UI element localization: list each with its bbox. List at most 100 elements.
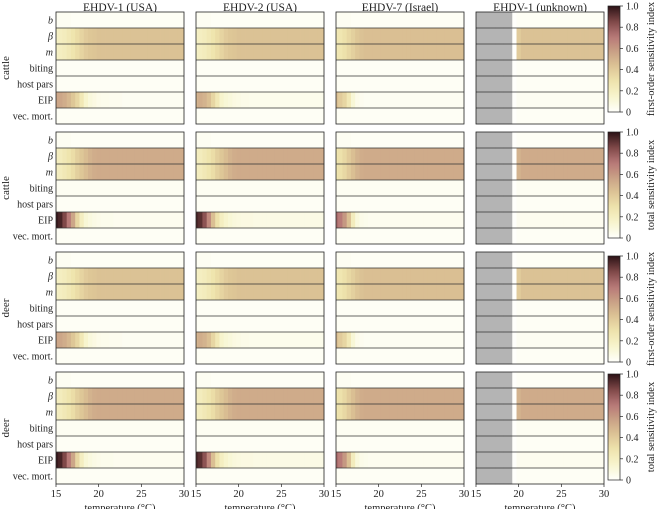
heatmap-cell: [88, 164, 93, 181]
heatmap-cell: [597, 28, 603, 45]
heatmap-cell: [512, 148, 517, 165]
heatmap-cell: [147, 212, 153, 229]
heatmap-cell: [389, 108, 394, 125]
heatmap-cell: [490, 452, 496, 469]
heatmap-cell: [419, 420, 424, 437]
heatmap-cell: [537, 404, 543, 421]
heatmap-cell: [283, 332, 289, 349]
heatmap-cell: [181, 108, 185, 125]
heatmap-cell: [336, 44, 339, 61]
x-tick-label: 20: [373, 489, 384, 500]
heatmap-cell: [279, 316, 284, 333]
parameter-label: b: [48, 16, 53, 27]
heatmap-cell: [355, 228, 360, 245]
heatmap-cell: [338, 252, 343, 269]
heatmap-cell: [134, 12, 140, 29]
heatmap-cell: [584, 92, 590, 109]
heatmap-cell: [92, 92, 97, 109]
heatmap-cell: [406, 196, 412, 213]
heatmap-cell: [457, 60, 463, 77]
heatmap-cell: [495, 28, 500, 45]
heatmap-cell: [117, 148, 123, 165]
heatmap-cell: [79, 28, 85, 45]
heatmap-cell: [56, 92, 59, 109]
heatmap-cell: [232, 332, 237, 349]
heatmap-cell: [457, 212, 463, 229]
heatmap-cell: [75, 164, 80, 181]
heatmap-cell: [529, 28, 534, 45]
heatmap-cell: [363, 300, 369, 317]
heatmap-cell: [363, 148, 369, 165]
x-tick-label: 15: [331, 489, 342, 500]
heatmap-cell: [160, 332, 166, 349]
heatmap-cell: [423, 436, 429, 453]
heatmap-cell: [563, 148, 569, 165]
heatmap-cell: [402, 228, 407, 245]
heatmap-cell: [436, 284, 441, 301]
heatmap-cell: [350, 148, 356, 165]
heatmap-cell: [338, 212, 343, 229]
heatmap-cell: [516, 252, 522, 269]
heatmap-cell: [223, 348, 229, 365]
heatmap-cell: [164, 108, 170, 125]
heatmap-cell: [554, 228, 560, 245]
heatmap-cell: [393, 44, 399, 61]
heatmap-cell: [196, 108, 199, 125]
heatmap-cell: [525, 372, 530, 389]
heatmap-cell: [563, 404, 569, 421]
heatmap-cell: [380, 284, 386, 301]
heatmap-cell: [279, 436, 284, 453]
heatmap-cell: [240, 404, 246, 421]
heatmap-cell: [414, 316, 420, 333]
panel-frame: [55, 251, 185, 365]
heatmap-cell: [156, 252, 161, 269]
heatmap-cell: [296, 148, 301, 165]
heatmap-cell: [589, 148, 594, 165]
heatmap-cell: [317, 28, 323, 45]
heatmap-cell: [346, 108, 352, 125]
heatmap-cell: [576, 228, 581, 245]
heatmap-cell: [559, 372, 564, 389]
heatmap-cell: [476, 332, 479, 349]
heatmap-cell: [490, 404, 496, 421]
colorbar: [607, 131, 621, 239]
heatmap-cell: [62, 164, 68, 181]
heatmap-cell: [232, 28, 237, 45]
heatmap-cell: [177, 76, 183, 93]
heatmap-cell: [508, 284, 513, 301]
heatmap-cell: [397, 468, 403, 485]
heatmap-cell: [414, 332, 420, 349]
heatmap-cell: [88, 436, 93, 453]
heatmap-cell: [512, 60, 517, 77]
heatmap-cell: [495, 12, 500, 29]
heatmap-cell: [160, 372, 166, 389]
heatmap-cell: [58, 108, 63, 125]
heatmap-cell: [490, 28, 496, 45]
heatmap-cell: [461, 148, 465, 165]
heatmap-cell: [350, 60, 356, 77]
heatmap-cell: [542, 372, 547, 389]
heatmap-cell: [397, 300, 403, 317]
heatmap-cell: [508, 212, 513, 229]
heatmap-cell: [160, 300, 166, 317]
heatmap-cell: [287, 452, 293, 469]
heatmap-cell: [584, 12, 590, 29]
heatmap-cell: [169, 284, 174, 301]
heatmap-cell: [490, 92, 496, 109]
heatmap-cell: [559, 468, 564, 485]
heatmap-cell: [584, 212, 590, 229]
heatmap-cell: [134, 284, 140, 301]
heatmap-cell: [262, 420, 267, 437]
heatmap-cell: [109, 372, 114, 389]
heatmap-cell: [529, 132, 534, 149]
heatmap-cell: [58, 28, 63, 45]
heatmap-cell: [206, 196, 212, 213]
heatmap-cell: [525, 108, 530, 125]
heatmap-cell: [304, 420, 310, 437]
heatmap-cell: [554, 44, 560, 61]
heatmap-cell: [210, 164, 216, 181]
heatmap-cell: [572, 372, 577, 389]
heatmap-cell: [461, 212, 465, 229]
heatmap-cell: [533, 332, 539, 349]
heatmap-cell: [66, 132, 72, 149]
